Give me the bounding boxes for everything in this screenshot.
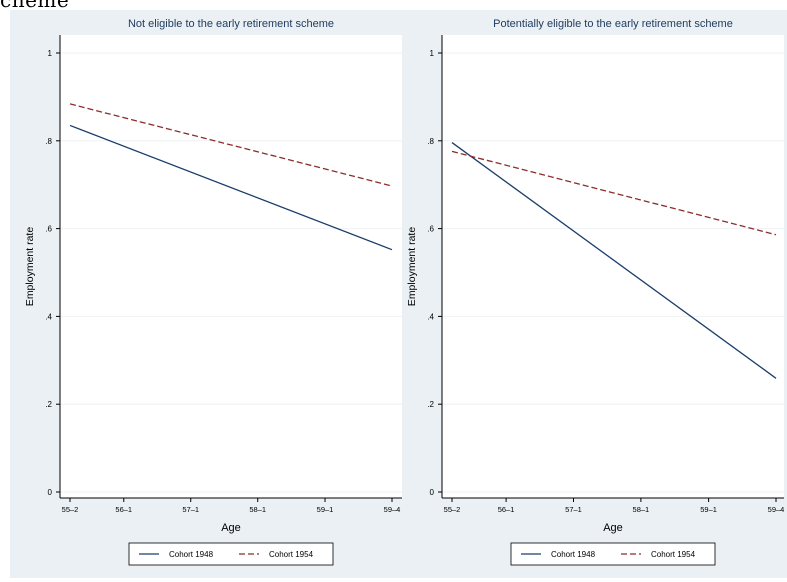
chart-title: Not eligible to the early retirement sch… bbox=[128, 18, 334, 30]
chart-panel-1: Not eligible to the early retirement sch… bbox=[10, 10, 403, 578]
y-axis-label: Employment rate bbox=[24, 227, 36, 307]
x-tick-label: 55–2 bbox=[444, 505, 461, 514]
x-axis-label: Age bbox=[221, 522, 241, 534]
plot-area bbox=[60, 35, 402, 498]
y-tick-label: .2 bbox=[45, 400, 52, 409]
x-tick-label: 59–4 bbox=[768, 505, 785, 514]
y-tick-label: .4 bbox=[45, 312, 52, 321]
y-tick-label: .8 bbox=[45, 137, 52, 146]
legend-box bbox=[510, 542, 716, 566]
x-tick-label: 59–4 bbox=[384, 505, 401, 514]
legend-label: Cohort 1948 bbox=[551, 550, 596, 559]
y-tick-label: .6 bbox=[45, 225, 52, 234]
charts-svg: Not eligible to the early retirement sch… bbox=[10, 10, 787, 578]
cropped-caption-text: cheme bbox=[0, 0, 70, 12]
legend: Cohort 1948 Cohort 1954 bbox=[510, 542, 716, 566]
y-tick-label: .8 bbox=[427, 137, 434, 146]
series-line-cohort-1948 bbox=[69, 124, 393, 251]
x-tick-label: 57–1 bbox=[565, 505, 582, 514]
x-tick-label: 57–1 bbox=[182, 505, 199, 514]
legend-box bbox=[128, 542, 334, 566]
legend-label: Cohort 1948 bbox=[169, 550, 214, 559]
legend-label: Cohort 1954 bbox=[651, 550, 696, 559]
x-tick-label: 58–1 bbox=[633, 505, 650, 514]
y-tick-label: 0 bbox=[48, 488, 53, 497]
y-tick-label: 1 bbox=[430, 49, 435, 58]
y-tick-label: 0 bbox=[430, 488, 435, 497]
y-tick-label: .2 bbox=[427, 400, 434, 409]
legend: Cohort 1948 Cohort 1954 bbox=[128, 542, 334, 566]
x-tick-label: 56–1 bbox=[498, 505, 515, 514]
series-line-cohort-1954 bbox=[451, 150, 777, 236]
x-tick-label: 59–1 bbox=[700, 505, 717, 514]
y-tick-label: .6 bbox=[427, 225, 434, 234]
y-tick-label: 1 bbox=[48, 49, 53, 58]
figure-background: Not eligible to the early retirement sch… bbox=[10, 10, 787, 578]
x-tick-label: 58–1 bbox=[249, 505, 266, 514]
chart-panel-2: Potentially eligible to the early retire… bbox=[405, 10, 787, 578]
series-line-cohort-1948 bbox=[451, 142, 777, 379]
x-tick-label: 56–1 bbox=[115, 505, 132, 514]
legend-label: Cohort 1954 bbox=[269, 550, 314, 559]
x-axis-label: Age bbox=[603, 522, 623, 534]
x-tick-label: 59–1 bbox=[317, 505, 334, 514]
x-tick-label: 55–2 bbox=[62, 505, 79, 514]
y-tick-label: .4 bbox=[427, 312, 434, 321]
plot-area bbox=[442, 35, 784, 498]
series-line-cohort-1954 bbox=[69, 103, 393, 187]
chart-title: Potentially eligible to the early retire… bbox=[493, 18, 733, 30]
y-axis-label: Employment rate bbox=[406, 227, 418, 307]
